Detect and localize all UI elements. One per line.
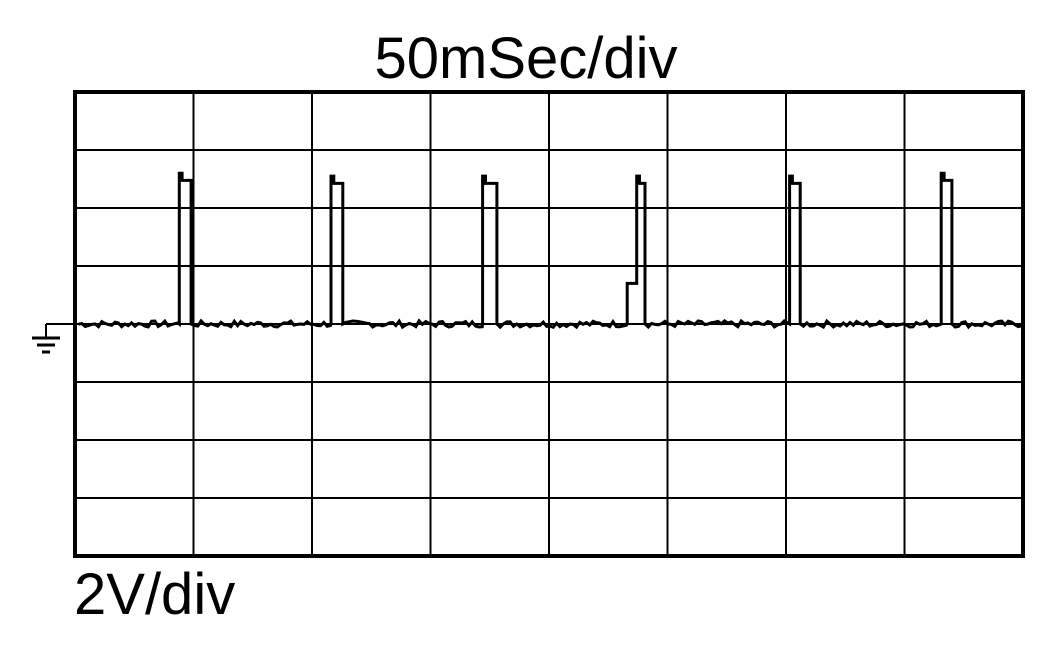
signal-trace-group <box>78 171 1022 330</box>
signal-trace <box>78 171 1022 330</box>
volts-per-div-label: 2V/div <box>74 562 236 627</box>
timebase-label: 50mSec/div <box>374 26 678 91</box>
ground-symbol-icon <box>32 323 75 354</box>
grid-lines <box>75 92 1023 556</box>
